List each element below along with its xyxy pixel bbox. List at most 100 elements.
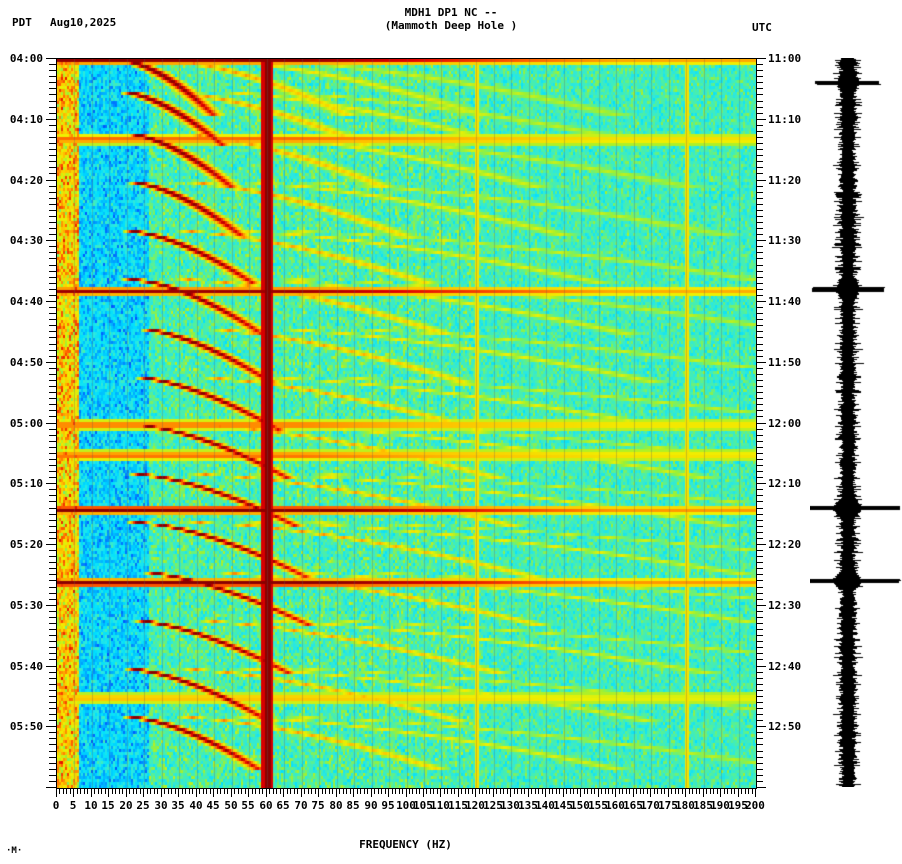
axis-tick: [49, 532, 56, 533]
axis-tick: [756, 180, 766, 181]
axis-tick: [185, 789, 186, 794]
axis-tick: [395, 789, 396, 794]
axis-tick: [756, 775, 763, 776]
time-label-pdt: 05:00: [9, 417, 43, 430]
axis-tick: [294, 789, 295, 794]
axis-tick: [49, 210, 56, 211]
axis-tick: [528, 789, 529, 797]
axis-tick: [49, 234, 56, 235]
axis-tick: [756, 416, 763, 417]
axis-tick: [49, 155, 56, 156]
axis-tick: [521, 789, 522, 794]
axis-tick: [756, 787, 766, 788]
axis-tick: [461, 789, 462, 794]
axis-tick: [84, 789, 85, 794]
page-title: MDH1 DP1 NC --: [404, 6, 498, 19]
axis-tick: [49, 508, 56, 509]
axis-tick: [710, 789, 711, 794]
axis-tick: [756, 386, 763, 387]
axis-tick: [756, 192, 763, 193]
axis-tick: [49, 744, 56, 745]
axis-tick: [756, 489, 763, 490]
axis-tick: [49, 94, 56, 95]
time-label-pdt: 04:40: [9, 295, 43, 308]
axis-tick: [255, 789, 256, 794]
axis-tick: [577, 789, 578, 794]
axis-tick: [756, 331, 763, 332]
axis-tick: [49, 435, 56, 436]
axis-tick: [49, 489, 56, 490]
axis-tick: [49, 265, 56, 266]
frequency-label: 5: [69, 799, 77, 812]
axis-tick: [706, 789, 707, 794]
axis-tick: [126, 789, 127, 797]
axis-tick: [280, 789, 281, 794]
frequency-label: 195: [728, 799, 748, 812]
axis-tick: [756, 107, 763, 108]
axis-tick: [150, 789, 151, 794]
axis-tick: [49, 283, 56, 284]
seismogram-trace: [810, 58, 902, 787]
frequency-label: 20: [119, 799, 133, 812]
axis-tick: [46, 301, 56, 302]
axis-tick: [49, 350, 56, 351]
axis-tick: [108, 789, 109, 797]
axis-tick: [49, 587, 56, 588]
axis-tick: [756, 277, 763, 278]
axis-tick: [696, 789, 697, 794]
axis-tick: [46, 423, 56, 424]
axis-tick: [636, 789, 637, 794]
frequency-label: 50: [224, 799, 238, 812]
axis-tick: [49, 137, 56, 138]
axis-tick: [741, 789, 742, 794]
axis-tick: [622, 789, 623, 794]
axis-tick: [566, 789, 567, 794]
axis-tick: [49, 720, 56, 721]
axis-tick: [756, 149, 763, 150]
axis-tick: [315, 789, 316, 794]
axis-tick: [49, 538, 56, 539]
frequency-label: 15: [101, 799, 115, 812]
axis-tick: [49, 738, 56, 739]
axis-tick: [140, 789, 141, 794]
axis-tick: [756, 64, 763, 65]
axis-tick: [756, 186, 763, 187]
axis-tick: [756, 678, 763, 679]
axis-tick: [661, 789, 662, 794]
axis-tick: [756, 587, 763, 588]
axis-tick: [49, 629, 56, 630]
frequency-label: 185: [693, 799, 713, 812]
axis-tick: [756, 392, 763, 393]
time-label-pdt: 05:50: [9, 720, 43, 733]
axis-tick: [419, 789, 420, 794]
axis-tick: [608, 789, 609, 794]
axis-tick: [46, 180, 56, 181]
axis-tick: [402, 789, 403, 794]
axis-tick: [580, 789, 581, 797]
time-label-pdt: 04:50: [9, 356, 43, 369]
axis-tick: [217, 789, 218, 794]
axis-tick: [49, 398, 56, 399]
axis-tick: [756, 210, 763, 211]
axis-tick: [49, 271, 56, 272]
frequency-label: 200: [745, 799, 765, 812]
frequency-label: 135: [518, 799, 538, 812]
time-label-pdt: 04:30: [9, 234, 43, 247]
timezone-label-left: PDT: [12, 16, 32, 29]
axis-tick: [49, 131, 56, 132]
axis-tick: [756, 666, 766, 667]
axis-tick: [612, 789, 613, 794]
axis-tick: [647, 789, 648, 794]
axis-tick: [756, 635, 763, 636]
frequency-label: 10: [84, 799, 98, 812]
seismogram-image: [810, 58, 902, 787]
axis-tick: [49, 580, 56, 581]
axis-tick: [283, 789, 284, 797]
axis-tick: [493, 789, 494, 797]
axis-tick: [458, 789, 459, 797]
axis-tick: [119, 789, 120, 794]
axis-tick: [49, 702, 56, 703]
axis-tick: [49, 775, 56, 776]
axis-tick: [49, 623, 56, 624]
axis-tick: [399, 789, 400, 794]
